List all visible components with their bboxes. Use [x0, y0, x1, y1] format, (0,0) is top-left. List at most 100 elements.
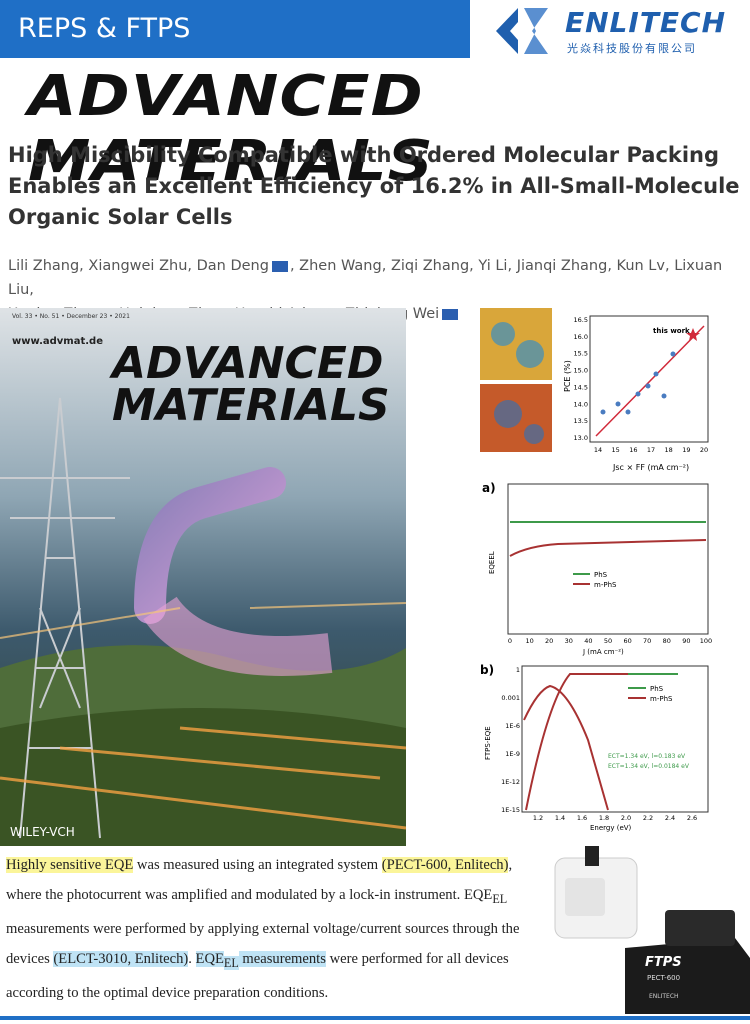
note: ECT=1.34 eV, l=0.0184 eV	[608, 763, 690, 770]
x-tick-label: 40	[584, 637, 592, 645]
x-tick-label: 90	[682, 637, 690, 645]
highlight: EQE	[195, 950, 224, 967]
y-tick-label: 0.001	[501, 694, 520, 702]
legend-label: m-PhS	[594, 581, 617, 589]
axis-label: Energy (eV)	[590, 824, 632, 832]
x-tick-label: 30	[565, 637, 573, 645]
text: measurements were performed by applying …	[6, 920, 520, 967]
author-name: Jianqi Zhang,	[516, 258, 612, 274]
author-name: Xiangwei Zhu,	[88, 258, 192, 274]
subscript: EL	[492, 891, 508, 906]
y-tick-label: 1E-9	[505, 750, 520, 758]
x-tick-label: 16	[629, 446, 637, 454]
title-line: High Miscibility Compatible with Ordered…	[8, 143, 720, 167]
axis-label: EQEEL	[488, 551, 496, 574]
instrument-model: PECT-600	[647, 974, 680, 982]
text: .	[188, 950, 196, 967]
title-line: Enables an Excellent Efficiency of 16.2%…	[8, 174, 740, 198]
x-tick-label: 14	[594, 446, 602, 454]
journal-cover: Vol. 33 • No. 51 • December 23 • 2021 ww…	[0, 308, 406, 846]
y-tick-label: 13.0	[574, 434, 588, 442]
author-line: Lili Zhang, Xiangwei Zhu, Dan Deng , Zhen…	[8, 254, 750, 302]
x-tick-label: 17	[647, 446, 655, 454]
instrument-brand: FTPS	[645, 955, 682, 970]
x-tick-label: 1.6	[577, 814, 587, 822]
instruments: FTPS PECT-600 ENLITECH	[554, 846, 750, 1014]
logo: ENLITECH	[565, 6, 727, 39]
x-tick-label: 50	[604, 637, 612, 645]
mail-icon	[271, 260, 288, 272]
author-name: Dan Deng	[196, 258, 269, 274]
mail-icon	[442, 308, 459, 320]
text: were performed for all devices according…	[6, 950, 509, 1001]
author-name: Ziqi Zhang,	[390, 258, 474, 274]
cover-issue: Vol. 33 • No. 51 • December 23 • 2021	[12, 313, 130, 320]
axis-label: J (mA cm⁻²)	[582, 648, 624, 656]
axis-label: PCE (%)	[563, 360, 572, 392]
title-line: Organic Solar Cells	[8, 205, 233, 229]
annotation: this work	[653, 327, 690, 335]
y-tick-label: 1E-6	[505, 722, 520, 730]
x-tick-label: 1.2	[533, 814, 543, 822]
highlight: (PECT-600, Enlitech)	[381, 857, 509, 873]
article-title: High Miscibility Compatible with Ordered…	[8, 140, 740, 233]
logo-subtitle: 光焱科技股份有限公司	[567, 42, 697, 55]
x-tick-label: 15	[612, 446, 620, 454]
cover-title: ADVANCED	[109, 338, 383, 389]
panel-b: PhS m-PhS ECT=1.34 eV, l=0.183 eV ECT=1.…	[480, 663, 709, 832]
y-tick-label: 14.0	[574, 400, 588, 408]
x-tick-label: 1.4	[555, 814, 565, 822]
cover-title: MATERIALS	[112, 380, 390, 431]
y-tick-label: 13.5	[574, 417, 588, 425]
x-tick-label: 19	[682, 446, 690, 454]
journal-name: ADVANCED MATERIALS	[28, 64, 434, 194]
y-tick-label: 15.5	[574, 350, 588, 358]
y-tick-label: 1E-15	[501, 806, 520, 814]
note: ECT=1.34 eV, l=0.183 eV	[608, 753, 686, 760]
scatter-figure: this work PCE (%) Jsc × FF (mA cm⁻²) 16.…	[480, 308, 709, 472]
highlight: measurements	[238, 950, 326, 967]
x-tick-label: 2.6	[687, 814, 697, 822]
x-tick-label: 10	[525, 637, 533, 645]
x-tick-label: 2.2	[643, 814, 653, 822]
x-tick-label: 70	[643, 637, 651, 645]
author-name: Kun Lv,	[616, 258, 670, 274]
subscript: EL	[223, 955, 239, 970]
legend-label: m-PhS	[650, 695, 673, 703]
x-tick-label: 60	[623, 637, 631, 645]
x-tick-label: 100	[700, 637, 712, 645]
axis-label: Jsc × FF (mA cm⁻²)	[612, 463, 689, 472]
text: was measured using an integrated system	[133, 857, 382, 873]
author-name: Lili Zhang,	[8, 258, 84, 274]
x-tick-label: 2.0	[621, 814, 631, 822]
y-tick-label: 16.0	[574, 333, 588, 341]
x-tick-label: 1.8	[599, 814, 609, 822]
y-tick-label: 1	[516, 666, 520, 674]
y-tick-label: 14.5	[574, 383, 588, 391]
x-tick-label: 2.4	[665, 814, 675, 822]
x-tick-label: 0	[508, 637, 512, 645]
cover-url: www.advmat.de	[12, 336, 103, 347]
instrument-logo: ENLITECH	[649, 993, 679, 1000]
legend-label: PhS	[650, 685, 664, 693]
y-tick-label: 1E-12	[501, 778, 520, 786]
y-tick-label: 16.5	[574, 316, 588, 324]
legend-label: PhS	[594, 571, 608, 579]
panel-a: PhS m-PhS a) EQEEL J (mA cm⁻²) 0 10 20 30 40…	[482, 481, 712, 656]
highlight: (ELCT-3010, Enlitech)	[53, 950, 189, 967]
panel-label: a)	[482, 481, 496, 495]
x-tick-label: 80	[663, 637, 671, 645]
logo-icon	[496, 8, 548, 54]
x-tick-label: 20	[545, 637, 553, 645]
x-tick-label: 20	[700, 446, 708, 454]
author-name: Lixuan Liu,	[8, 258, 723, 298]
cover-publisher: WILEY-VCH	[10, 825, 75, 839]
author-name: Yi Li,	[478, 258, 513, 274]
author-name: , Zhen Wang,	[289, 258, 387, 274]
axis-label: FTPS-EQE	[484, 726, 492, 760]
text: , where the photocurrent was amplified a…	[6, 857, 513, 903]
x-tick-label: 18	[665, 446, 673, 454]
footer-rule	[0, 1016, 750, 1020]
highlight: Highly sensitive EQE	[6, 857, 134, 873]
